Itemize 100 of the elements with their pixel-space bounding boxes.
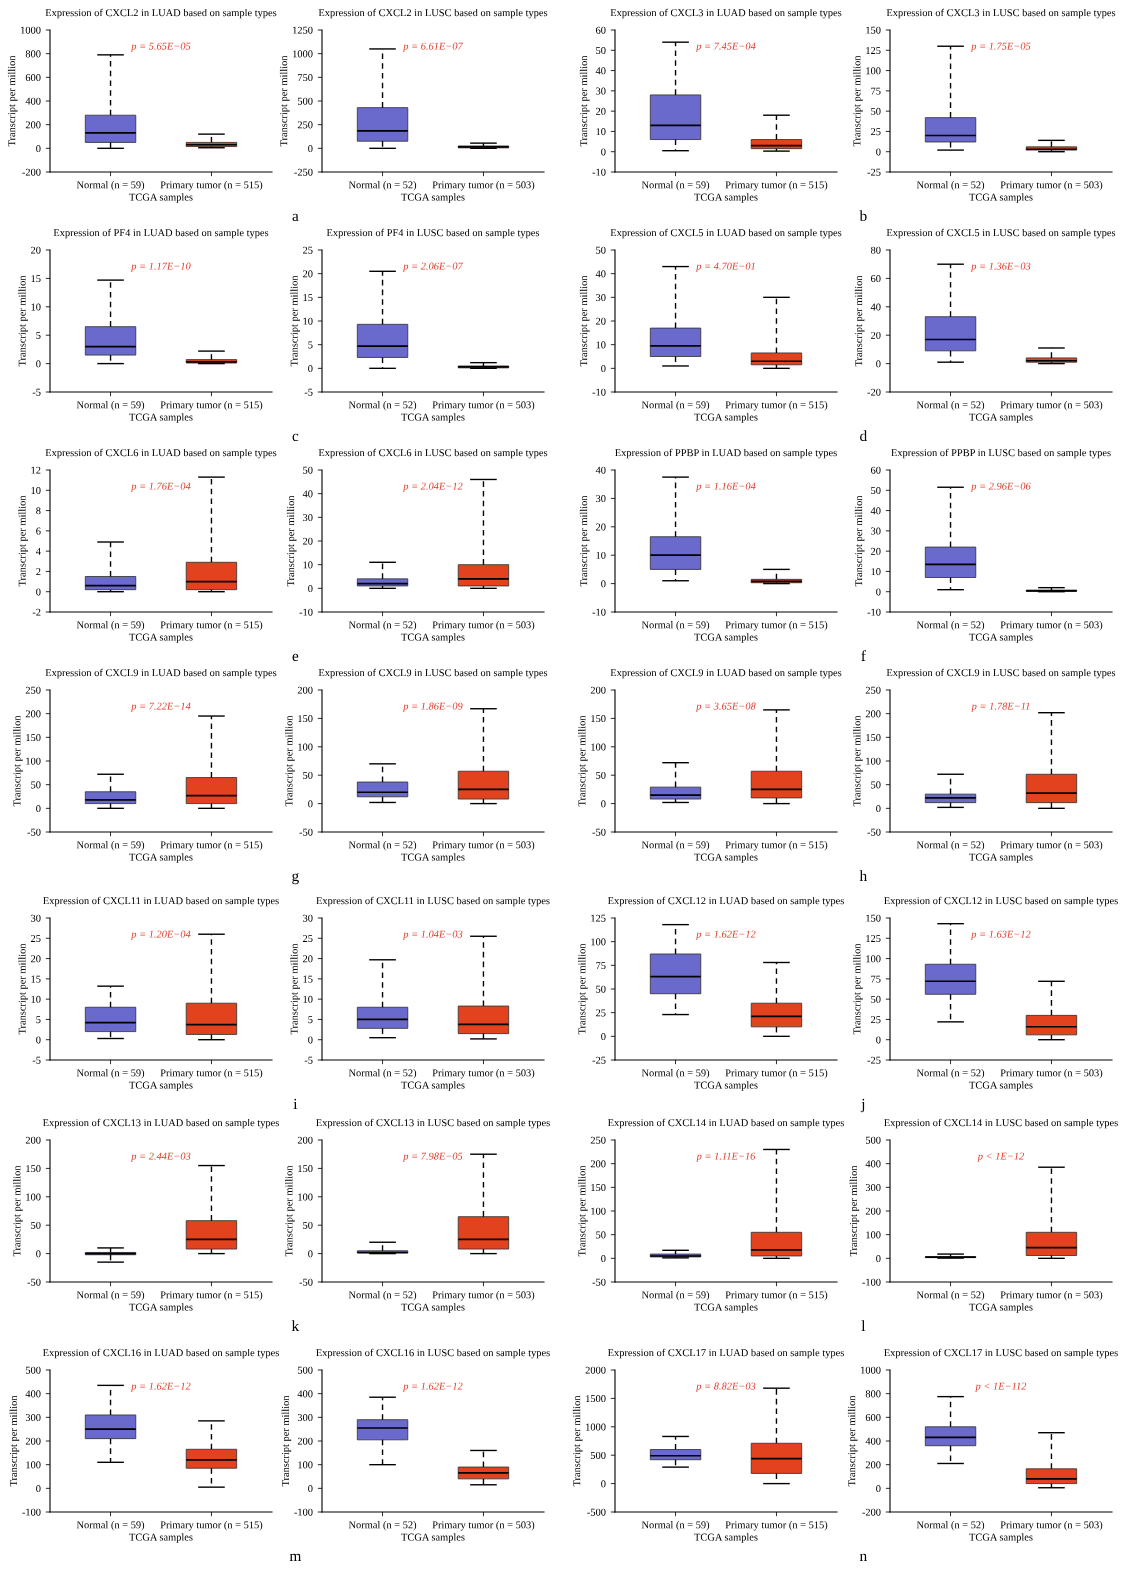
y-tick-label: -500 — [587, 1508, 606, 1516]
annotation: p = 1.04E−03 — [402, 930, 463, 940]
text: g — [292, 873, 299, 885]
x-axis-title: TCGA samples — [129, 1081, 193, 1091]
chart-title: Expression of CXCL6 in LUAD based on sample types — [45, 448, 277, 459]
y-tick-label: 300 — [297, 1414, 313, 1422]
y-tick-label: 0 — [601, 800, 606, 808]
y-tick-label: 0 — [308, 365, 313, 373]
y-axis-title: Transcript per million — [572, 1395, 583, 1487]
y-tick-label: 30 — [596, 294, 606, 302]
y-tick-label: 1000 — [21, 26, 41, 34]
y-tick-label: -25 — [867, 1056, 881, 1064]
y-tick-label: -100 — [22, 1508, 41, 1516]
y-tick-label: 75 — [596, 962, 606, 970]
chart-title: Expression of CXCL12 in LUSC based on sample types — [884, 896, 1118, 907]
y-tick-label: 0 — [36, 1036, 41, 1044]
chart-title: Expression of PPBP in LUAD based on sample types — [615, 448, 837, 459]
x-tick-label: Normal (n = 59) — [641, 1521, 710, 1531]
x-tick-label: Normal (n = 52) — [348, 1291, 417, 1301]
text: f — [861, 650, 866, 661]
x-tick-label: Normal (n = 52) — [916, 181, 985, 191]
y-tick-label: 8 — [36, 507, 41, 515]
y-tick-label: 5 — [36, 1016, 41, 1024]
y-tick-label: 400 — [865, 1160, 881, 1168]
y-tick-label: 200 — [590, 686, 606, 694]
x-tick-label: Primary tumor (n = 515) — [160, 1291, 263, 1301]
y-tick-label: 100 — [298, 1193, 313, 1201]
annotation: p = 7.98E−05 — [402, 1152, 463, 1162]
y-tick-label: -20 — [867, 388, 881, 396]
y-tick-label: 80 — [870, 246, 881, 254]
y-tick-label: 30 — [303, 914, 313, 922]
chart-title: Expression of PF4 in LUSC based on sample types — [326, 228, 540, 239]
y-tick-label: 40 — [870, 303, 881, 311]
annotation: p = 7.45E−04 — [695, 42, 756, 52]
y-tick-label: 100 — [866, 67, 881, 75]
y-tick-label: 250 — [590, 1136, 606, 1144]
y-tick-label: -100 — [294, 1508, 313, 1516]
y-tick-label: -10 — [867, 608, 881, 616]
x-tick-label: Primary tumor (n = 515) — [160, 1069, 263, 1079]
y-tick-label: 10 — [871, 568, 881, 576]
y-tick-label: 0 — [601, 1480, 606, 1488]
y-axis-title: Transcript per million — [579, 55, 590, 147]
y-tick-label: 50 — [871, 486, 881, 494]
y-tick-label: 0 — [308, 145, 313, 153]
y-tick-label: 200 — [297, 1136, 313, 1144]
y-tick-label: 10 — [31, 486, 41, 494]
y-tick-label: 150 — [591, 715, 606, 723]
x-tick-label: Primary tumor (n = 503) — [432, 841, 535, 851]
x-axis-title: TCGA samples — [401, 193, 465, 203]
y-tick-label: 0 — [36, 805, 41, 813]
x-axis-title: TCGA samples — [129, 413, 193, 423]
x-axis-title: TCGA samples — [129, 853, 193, 863]
y-tick-label: 30 — [31, 914, 41, 922]
y-tick-label: 125 — [866, 935, 881, 942]
y-tick-label: 200 — [297, 686, 313, 694]
y-tick-label: 15 — [303, 294, 313, 302]
y-tick-label: 50 — [303, 771, 313, 779]
y-tick-label: -50 — [27, 1278, 41, 1286]
y-tick-label: 20 — [596, 317, 606, 325]
y-tick-label: 1000 — [586, 1423, 606, 1431]
x-axis-title: TCGA samples — [969, 413, 1033, 423]
y-axis-title: Transcript per million — [853, 55, 863, 147]
y-tick-label: 20 — [303, 270, 313, 278]
y-tick-label: 0 — [876, 148, 881, 156]
y-tick-label: 75 — [871, 975, 881, 983]
y-tick-label: 60 — [596, 26, 606, 34]
y-tick-label: -2 — [32, 608, 41, 616]
x-axis-title: TCGA samples — [401, 1533, 465, 1543]
y-tick-label: -50 — [592, 1278, 606, 1286]
y-tick-label: 2000 — [585, 1366, 606, 1374]
y-tick-label: -5 — [304, 388, 313, 396]
y-tick-label: 100 — [591, 1207, 606, 1215]
y-axis-title: Transcript per million — [281, 1395, 292, 1487]
x-axis-title: TCGA samples — [969, 633, 1033, 643]
chart-title: Expression of CXCL11 in LUSC based on sample types — [316, 896, 550, 907]
x-tick-label: Primary tumor (n = 503) — [432, 1521, 535, 1531]
y-tick-label: 100 — [866, 955, 881, 963]
x-tick-label: Normal (n = 52) — [916, 1291, 985, 1301]
y-tick-label: 0 — [601, 1033, 606, 1041]
y-tick-label: 150 — [26, 734, 41, 742]
annotation: p = 1.62E−12 — [695, 930, 756, 940]
x-axis-title: TCGA samples — [401, 633, 465, 643]
y-tick-label: 20 — [303, 955, 313, 963]
y-tick-label: 250 — [25, 686, 41, 694]
y-tick-label: 40 — [870, 507, 881, 515]
y-tick-label: 125 — [866, 47, 881, 54]
y-tick-label: -5 — [32, 388, 41, 396]
annotation: p = 5.65E−05 — [130, 42, 191, 52]
y-axis-title: Transcript per million — [854, 495, 865, 587]
x-axis-title: TCGA samples — [129, 1303, 193, 1313]
annotation: p = 2.04E−12 — [402, 482, 463, 492]
y-tick-label: 0 — [876, 1036, 881, 1044]
chart-title: Expression of CXCL9 in LUAD based on sample types — [610, 668, 842, 679]
y-axis-title: Transcript per million — [7, 55, 18, 147]
text: k — [291, 1320, 300, 1331]
x-tick-label: Primary tumor (n = 503) — [432, 1291, 535, 1301]
y-tick-label: 150 — [298, 1165, 313, 1173]
x-tick-label: Primary tumor (n = 515) — [725, 841, 828, 851]
annotation: p = 1.11E−16 — [696, 1152, 756, 1162]
y-tick-label: -50 — [299, 1278, 313, 1286]
